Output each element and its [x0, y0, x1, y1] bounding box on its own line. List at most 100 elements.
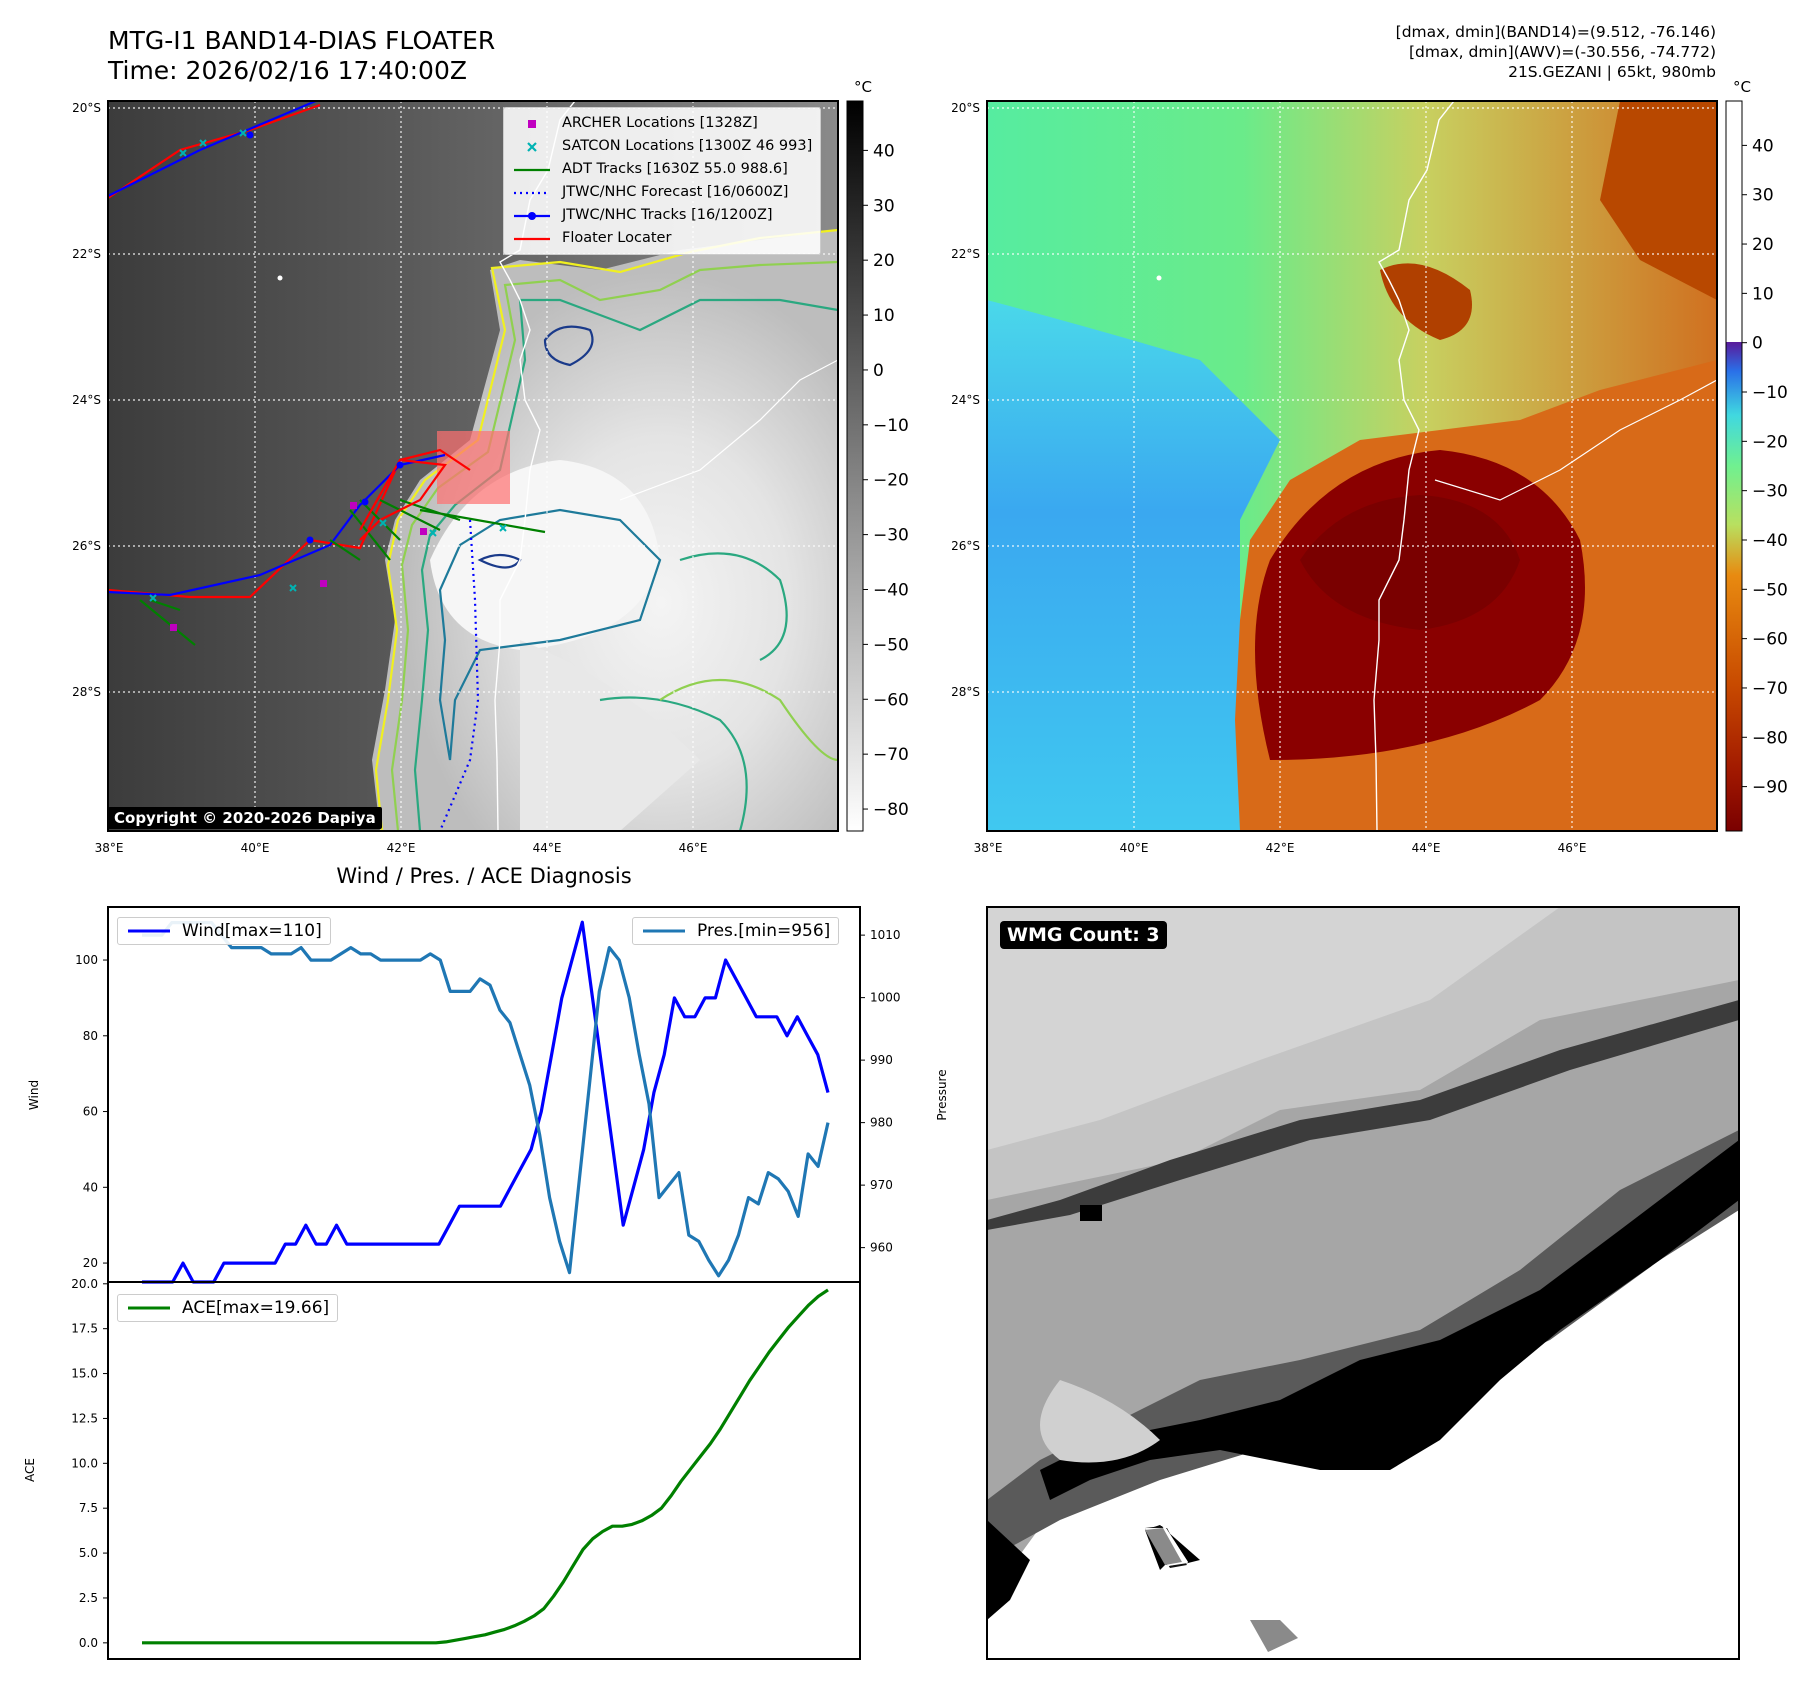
- awv-colorbar-ticks: 40 30 20 10 0 −10 −20 −30 −40 −50 −60 −70 −80 −90: [1742, 136, 1788, 798]
- colorbar-tick-label: −50: [1752, 580, 1788, 600]
- pressure-series-line: [142, 920, 830, 1278]
- lon-tick-label: 46°E: [679, 841, 708, 855]
- colorbar-tick-label: −10: [873, 416, 909, 436]
- wmg-frame: [986, 906, 1740, 1660]
- ace-chart: 0.0 2.5 5.0 7.5 10.0 12.5 15.0 17.5 20.0: [71, 1277, 829, 1650]
- y-tick-label: 7.5: [79, 1501, 98, 1515]
- legend-label: SATCON Locations [1300Z 46 993]: [562, 138, 813, 154]
- y-tick-label: 2.5: [79, 1591, 98, 1605]
- colorbar-tick-label: −70: [1752, 679, 1788, 699]
- lat-tick-label: 22°S: [951, 247, 980, 261]
- lat-tick-label: 22°S: [72, 247, 101, 261]
- y-tick-label: 1010: [870, 928, 901, 942]
- awv-colorbar: [1725, 100, 1743, 832]
- pressure-legend-label: Pres.[min=956]: [697, 921, 831, 941]
- legend-label: ADT Tracks [1630Z 55.0 988.6]: [562, 161, 788, 177]
- colorbar-tick-label: −90: [1752, 778, 1788, 798]
- colorbar-tick-label: 10: [873, 306, 895, 326]
- ir-colorbar: [846, 100, 864, 832]
- lat-tick-label: 20°S: [951, 101, 980, 115]
- legend-label: Floater Locater: [562, 230, 672, 246]
- lat-tick-label: 24°S: [72, 393, 101, 407]
- y-tick-label: 12.5: [71, 1411, 98, 1425]
- figure-title: MTG-I1 BAND14-DIAS FLOATER Time: 2026/02…: [108, 26, 495, 86]
- lat-tick-label: 24°S: [951, 393, 980, 407]
- title-line-1: MTG-I1 BAND14-DIAS FLOATER: [108, 26, 496, 55]
- colorbar-tick-label: −70: [873, 745, 909, 765]
- map-legend: ARCHER Locations [1328Z] SATCON Location…: [503, 107, 822, 255]
- wind-pressure-frame: [107, 906, 861, 1283]
- ace-legend: ACE[max=19.66]: [117, 1294, 339, 1322]
- colorbar-tick-label: −20: [873, 471, 909, 491]
- lon-tick-label: 40°E: [1120, 841, 1149, 855]
- colorbar-tick-label: −50: [873, 635, 909, 655]
- lat-tick-label: 20°S: [72, 101, 101, 115]
- legend-satcon: SATCON Locations [1300Z 46 993]: [512, 135, 812, 158]
- y-tick-label: 970: [870, 1178, 893, 1192]
- pressure-axis-label: Pressure: [935, 1069, 949, 1120]
- ir-colorbar-ticks: 40 30 20 10 0 −10 −20 −30 −40 −50 −60 −70 −80: [863, 141, 909, 820]
- diagnosis-title: Wind / Pres. / ACE Diagnosis: [336, 864, 632, 888]
- colorbar-tick-label: −30: [873, 526, 909, 546]
- colorbar-tick-label: −60: [873, 690, 909, 710]
- y-tick-label: 1000: [870, 991, 901, 1005]
- colorbar-tick-label: 20: [1752, 235, 1774, 255]
- ir-map-frame: [107, 100, 839, 832]
- ace-legend-label: ACE[max=19.66]: [182, 1298, 330, 1318]
- copyright-label: Copyright © 2020-2026 Dapiya: [108, 807, 382, 829]
- colorbar-tick-label: 20: [873, 251, 895, 271]
- lat-tick-label: 26°S: [951, 539, 980, 553]
- colorbar-tick-label: −80: [1752, 728, 1788, 748]
- ace-series-line: [142, 1288, 829, 1645]
- lon-tick-label: 38°E: [95, 841, 124, 855]
- lon-tick-label: 40°E: [241, 841, 270, 855]
- legend-label: JTWC/NHC Forecast [16/0600Z]: [562, 184, 789, 200]
- y-tick-label: 20: [83, 1256, 98, 1270]
- wind-legend-label: Wind[max=110]: [182, 921, 322, 941]
- y-tick-label: 15.0: [71, 1367, 98, 1381]
- y-tick-label: 10.0: [71, 1456, 98, 1470]
- info-line-2: [dmax, dmin](AWV)=(-30.556, -74.772): [1409, 43, 1716, 61]
- colorbar-tick-label: −30: [1752, 482, 1788, 502]
- legend-floater: Floater Locater: [512, 227, 812, 250]
- lat-tick-label: 26°S: [72, 539, 101, 553]
- archer-square-icon: [528, 119, 536, 128]
- wmg-count-badge: WMG Count: 3: [1000, 921, 1167, 949]
- legend-tracks: JTWC/NHC Tracks [16/1200Z]: [512, 204, 812, 227]
- legend-label: ARCHER Locations [1328Z]: [562, 115, 758, 131]
- storm-info: [dmax, dmin](BAND14)=(9.512, -76.146) [d…: [1396, 22, 1716, 82]
- y-tick-label: 80: [83, 1029, 98, 1043]
- ace-frame: [107, 1281, 861, 1660]
- y-tick-label: 20.0: [71, 1277, 98, 1291]
- y-tick-label: 100: [75, 953, 98, 967]
- colorbar-tick-label: 30: [1752, 186, 1774, 206]
- legend-archer: ARCHER Locations [1328Z]: [512, 112, 812, 135]
- ir-map-axis-ticks: 38°E 40°E 42°E 44°E 46°E 20°S 22°S 24°S 26°S 28°S: [72, 101, 707, 855]
- colorbar-tick-label: 0: [1752, 334, 1763, 354]
- lon-tick-label: 42°E: [387, 841, 416, 855]
- wind-series-line: [142, 920, 830, 1284]
- title-line-2: Time: 2026/02/16 17:40:00Z: [108, 56, 467, 85]
- lat-tick-label: 28°S: [951, 685, 980, 699]
- satcon-x-icon: [527, 141, 537, 152]
- wmg-image: [987, 907, 1739, 1659]
- colorbar-tick-label: −10: [1752, 383, 1788, 403]
- lon-tick-label: 38°E: [974, 841, 1003, 855]
- colorbar-tick-label: −40: [873, 580, 909, 600]
- ace-axis-label: ACE: [23, 1458, 37, 1482]
- lon-tick-label: 44°E: [533, 841, 562, 855]
- legend-label: JTWC/NHC Tracks [16/1200Z]: [562, 207, 773, 223]
- wind-pressure-chart: 20 40 60 80 100 960 970 980 990 1000 1010: [75, 920, 901, 1284]
- lat-tick-label: 28°S: [72, 685, 101, 699]
- legend-adt: ADT Tracks [1630Z 55.0 988.6]: [512, 158, 812, 181]
- y-tick-label: 5.0: [79, 1546, 98, 1560]
- y-tick-label: 60: [83, 1105, 98, 1119]
- info-line-3: 21S.GEZANI | 65kt, 980mb: [1508, 63, 1716, 81]
- lon-tick-label: 42°E: [1266, 841, 1295, 855]
- wind-axis-label: Wind: [27, 1080, 41, 1110]
- info-line-1: [dmax, dmin](BAND14)=(9.512, -76.146): [1395, 23, 1716, 41]
- colorbar-tick-label: −60: [1752, 630, 1788, 650]
- lon-tick-label: 44°E: [1412, 841, 1441, 855]
- colorbar-tick-label: 30: [873, 196, 895, 216]
